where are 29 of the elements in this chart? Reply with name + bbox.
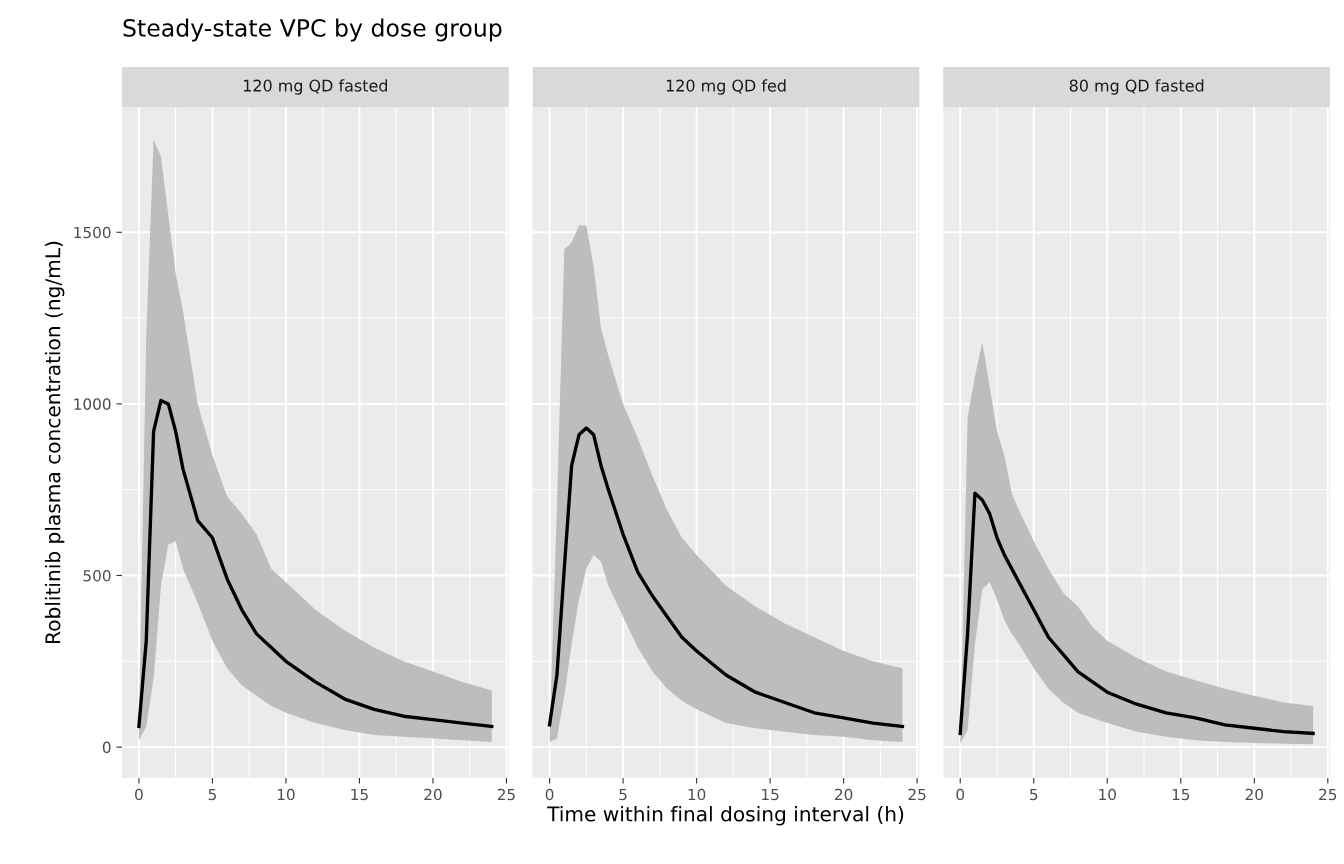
- x-tick-label: 10: [688, 788, 706, 801]
- x-tick-label: 15: [762, 788, 779, 801]
- y-tick-label: 500: [83, 569, 111, 582]
- x-tick-label: 0: [956, 788, 965, 801]
- x-tick-label: 10: [277, 788, 295, 801]
- x-tick-label: 5: [619, 788, 627, 801]
- x-tick-label: 15: [1172, 788, 1190, 801]
- y-tick-label: 0: [102, 741, 111, 754]
- x-tick-label: 25: [1319, 788, 1337, 801]
- y-tick-label: 1500: [74, 226, 111, 239]
- chart-subtitle: 120 mg QD fed: [666, 79, 786, 95]
- x-tick-label: 15: [351, 788, 368, 801]
- x-tick-label: 0: [545, 788, 554, 801]
- chart-subtitle: 80 mg QD fasted: [1069, 79, 1204, 95]
- chart-subtitle: 120 mg QD fasted: [243, 79, 387, 95]
- x-tick-label: 5: [208, 788, 216, 801]
- x-tick-label: 20: [835, 788, 853, 801]
- x-tick-label: 25: [908, 788, 926, 801]
- line-series: [137, 398, 494, 729]
- x-tick-label: 20: [1245, 788, 1263, 801]
- y-tick-label: 1000: [74, 398, 111, 410]
- x-tick-label: 25: [497, 788, 515, 801]
- x-tick-label: 10: [1099, 788, 1116, 801]
- y-axis-title: Roblitinib plasma concentration (ng/mL): [44, 241, 65, 643]
- x-tick-label: 20: [424, 788, 442, 801]
- x-axis-title: Time within final dosing interval (h): [547, 805, 904, 826]
- chart-title: Steady-state VPC by dose group: [123, 18, 502, 42]
- x-tick-label: 5: [1030, 788, 1038, 801]
- x-tick-label: 0: [135, 788, 143, 801]
